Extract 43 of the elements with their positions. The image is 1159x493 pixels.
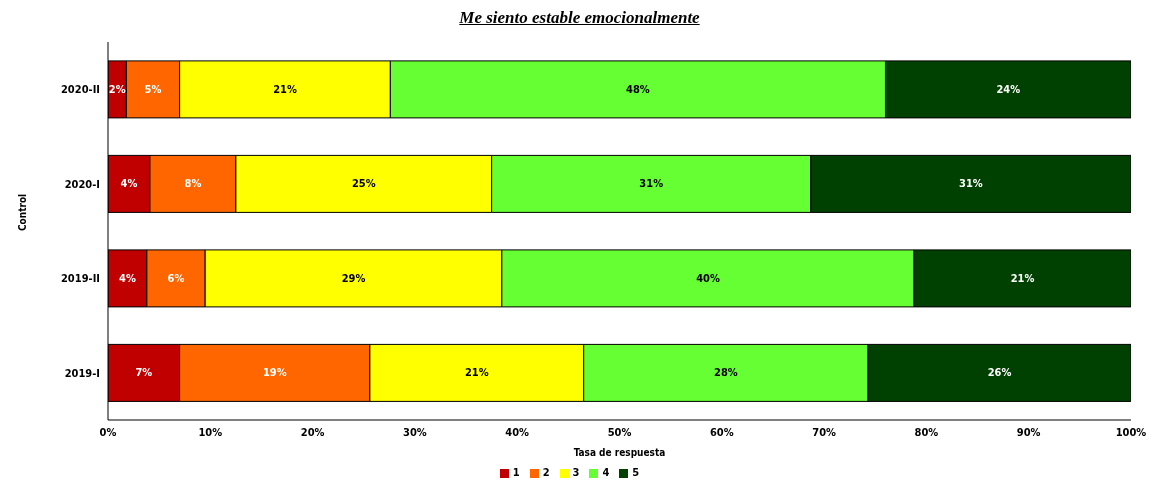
data-label: 31%	[639, 177, 664, 191]
chart-title: Me siento estable emocionalmente	[458, 8, 701, 28]
data-label: 25%	[351, 177, 376, 191]
x-tick-label: 30%	[403, 425, 427, 439]
x-tick-label: 60%	[709, 425, 734, 439]
x-tick-label: 90%	[1016, 425, 1041, 439]
data-label: 7%	[135, 366, 153, 380]
data-label: 21%	[464, 366, 489, 380]
data-label: 40%	[696, 271, 720, 285]
data-label: 29%	[341, 271, 366, 285]
x-tick-label: 0%	[99, 425, 117, 439]
data-label: 21%	[1010, 271, 1035, 285]
y-tick-label: 2020-II	[60, 83, 100, 97]
data-label: 2%	[108, 82, 126, 96]
data-label: 24%	[996, 82, 1021, 96]
data-label: 48%	[626, 82, 650, 96]
data-label: 21%	[273, 82, 297, 96]
data-label: 28%	[714, 366, 738, 380]
data-label: 19%	[262, 366, 287, 380]
y-axis-title: Control	[16, 193, 28, 231]
data-label: 8%	[184, 177, 202, 191]
x-tick-label: 50%	[607, 425, 632, 439]
legend-label: 2	[542, 466, 550, 479]
y-tick-label: 2019-II	[60, 272, 100, 286]
data-label: 4%	[120, 177, 138, 191]
x-tick-label: 40%	[505, 425, 530, 439]
x-tick-label: 20%	[300, 425, 325, 439]
data-label: 6%	[167, 271, 185, 285]
x-tick-label: 80%	[914, 425, 939, 439]
x-tick-label: 100%	[1115, 425, 1147, 439]
data-label: 4%	[119, 271, 136, 285]
data-label: 5%	[144, 82, 162, 96]
y-tick-label: 2019-I	[64, 366, 100, 380]
legend-label: 1	[512, 466, 520, 479]
legend-label: 4	[602, 466, 610, 479]
y-tick-label: 2020-I	[64, 177, 100, 191]
x-axis-title: Tasa de respuesta	[573, 447, 666, 458]
x-tick-label: 10%	[198, 425, 223, 439]
data-label: 26%	[987, 366, 1012, 380]
data-label: 31%	[959, 177, 983, 191]
legend-label: 3	[572, 466, 580, 479]
legend-label: 5	[632, 466, 640, 479]
x-tick-label: 70%	[812, 425, 837, 439]
